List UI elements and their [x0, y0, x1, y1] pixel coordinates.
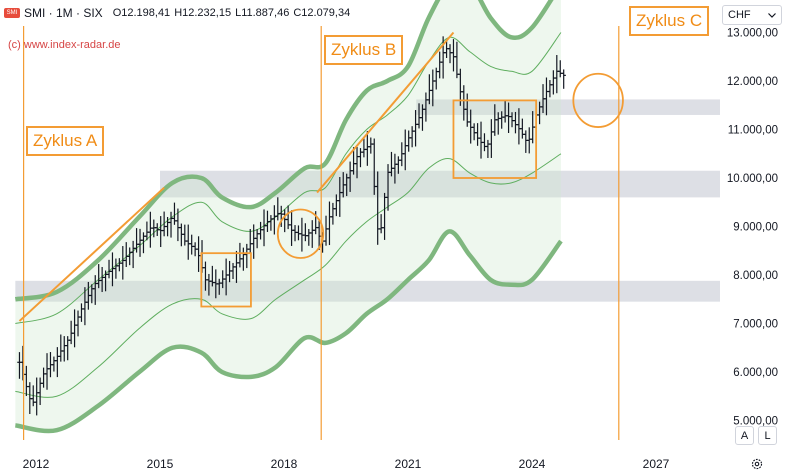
- log-scale-button[interactable]: L: [758, 426, 777, 445]
- y-tick-label: 12.000,00: [727, 76, 778, 88]
- close-value: C12.079,34: [293, 7, 351, 19]
- open-value: O12.198,41: [112, 7, 171, 19]
- chart-header: SMI SMI · 1M · SIX O12.198,41 H12.232,15…: [0, 0, 354, 26]
- support-zone-2: [160, 170, 720, 198]
- symbol-label[interactable]: SMI · 1M · SIX: [24, 6, 103, 20]
- x-tick-label: 2012: [23, 457, 50, 471]
- smi-logo: SMI: [4, 8, 20, 18]
- y-tick-label: 11.000,00: [728, 125, 778, 137]
- y-tick-label: 8.000,00: [733, 270, 778, 282]
- y-tick-label: 9.000,00: [733, 222, 778, 234]
- y-tick-label: 5.000,00: [733, 416, 778, 428]
- cycle-b-label: Zyklus B: [324, 35, 404, 65]
- band-outer-upper: [14, 0, 554, 302]
- ohlc-bar: [561, 69, 566, 89]
- x-tick-label: 2021: [395, 457, 422, 471]
- currency-select[interactable]: CHF: [722, 5, 782, 25]
- consolidation-box-1: [200, 252, 252, 308]
- y-tick-label: 13.000,00: [727, 28, 778, 40]
- low-value: L11.887,46: [235, 7, 290, 19]
- consolidation-box-2: [452, 99, 538, 179]
- high-value: H12.232,15: [174, 7, 232, 19]
- target-circle-1: [276, 208, 325, 259]
- band-inner-lower: [15, 153, 562, 398]
- cycle-c-label: Zyklus C: [629, 6, 710, 36]
- x-tick-label: 2015: [147, 457, 174, 471]
- x-tick-label: 2027: [643, 457, 670, 471]
- currency-label: CHF: [728, 9, 751, 21]
- auto-scale-button[interactable]: A: [735, 426, 754, 445]
- price-axis-bg: [720, 0, 788, 475]
- support-zone-1: [15, 280, 721, 302]
- chevron-down-icon: [768, 12, 776, 18]
- trend-line-2: [316, 31, 455, 194]
- cycle-a-label: Zyklus A: [26, 126, 105, 156]
- ohlc-bars: [17, 36, 566, 416]
- y-tick-label: 7.000,00: [733, 319, 778, 331]
- x-tick-label: 2018: [271, 457, 298, 471]
- y-tick-label: 6.000,00: [733, 367, 778, 379]
- gear-icon[interactable]: [750, 457, 764, 471]
- band-outer-lower: [14, 229, 563, 434]
- time-axis-bg: [0, 450, 788, 475]
- y-tick-label: 10.000,00: [727, 173, 778, 185]
- trend-line-1: [18, 186, 165, 322]
- target-circle-2: [572, 72, 624, 128]
- watermark: (c) www.index-radar.de: [8, 39, 121, 51]
- support-zone-3: [416, 99, 720, 115]
- x-tick-label: 2024: [519, 457, 546, 471]
